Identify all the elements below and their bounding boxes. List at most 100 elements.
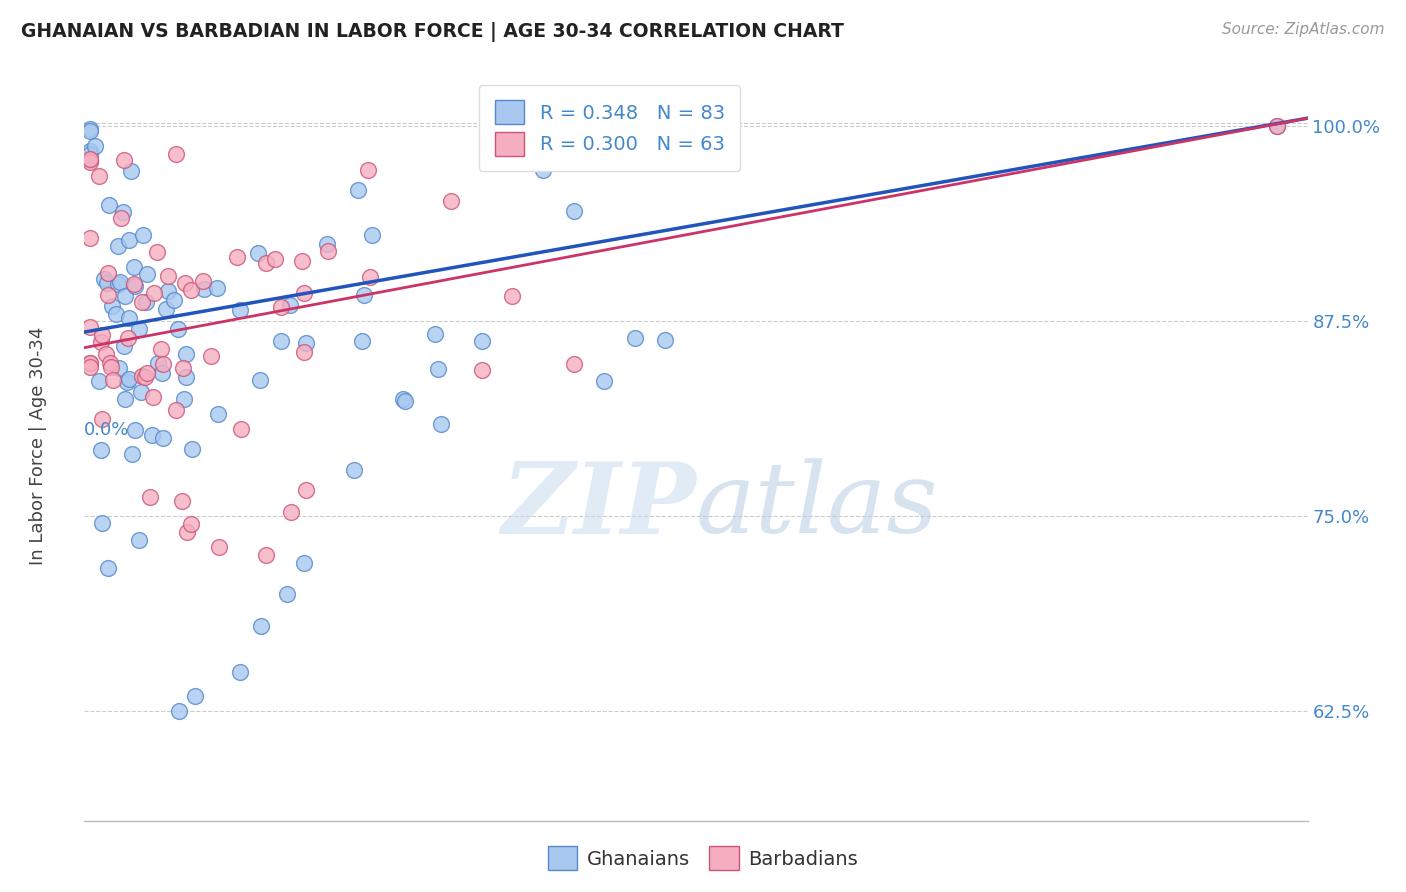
- Point: [229, 302, 252, 317]
- Point: [117, 233, 139, 247]
- Point: [278, 298, 301, 312]
- Point: [172, 360, 194, 375]
- Point: [79, 144, 101, 158]
- Point: [562, 357, 585, 371]
- Point: [471, 363, 494, 377]
- Point: [247, 246, 270, 260]
- Point: [316, 244, 339, 258]
- Point: [254, 548, 277, 562]
- Point: [359, 269, 381, 284]
- Point: [112, 153, 135, 168]
- Point: [173, 392, 195, 406]
- Point: [654, 333, 676, 347]
- Point: [135, 294, 157, 309]
- Point: [149, 342, 172, 356]
- Point: [165, 147, 187, 161]
- Point: [79, 153, 101, 167]
- Point: [352, 334, 374, 348]
- Point: [176, 524, 198, 539]
- Point: [172, 493, 194, 508]
- Point: [152, 431, 174, 445]
- Point: [562, 203, 585, 218]
- Point: [79, 360, 101, 375]
- Point: [107, 361, 129, 376]
- Point: [291, 254, 314, 268]
- Point: [295, 483, 318, 498]
- Point: [117, 310, 139, 325]
- Point: [193, 282, 215, 296]
- Point: [120, 163, 142, 178]
- Point: [394, 393, 416, 408]
- Point: [101, 373, 124, 387]
- Point: [429, 417, 451, 431]
- Point: [180, 442, 202, 456]
- Text: GHANAIAN VS BARBADIAN IN LABOR FORCE | AGE 30-34 CORRELATION CHART: GHANAIAN VS BARBADIAN IN LABOR FORCE | A…: [21, 22, 844, 42]
- Point: [184, 689, 207, 703]
- Point: [97, 561, 120, 575]
- Point: [107, 277, 129, 291]
- Point: [471, 334, 494, 349]
- Point: [121, 447, 143, 461]
- Point: [97, 266, 120, 280]
- Point: [392, 392, 415, 406]
- Point: [142, 390, 165, 404]
- Point: [208, 541, 231, 555]
- Point: [135, 268, 157, 282]
- Legend: Ghanaians, Barbadians: Ghanaians, Barbadians: [540, 838, 866, 878]
- Point: [108, 275, 131, 289]
- Point: [155, 302, 177, 317]
- Point: [117, 331, 139, 345]
- Point: [128, 322, 150, 336]
- Point: [226, 250, 249, 264]
- Point: [89, 169, 111, 183]
- Point: [292, 345, 315, 359]
- Point: [100, 360, 122, 375]
- Point: [114, 289, 136, 303]
- Point: [90, 334, 112, 349]
- Point: [263, 252, 285, 267]
- Point: [115, 376, 138, 390]
- Point: [1265, 119, 1288, 133]
- Point: [426, 362, 449, 376]
- Point: [157, 268, 180, 283]
- Point: [79, 124, 101, 138]
- Point: [112, 338, 135, 352]
- Point: [174, 370, 197, 384]
- Text: atlas: atlas: [696, 458, 939, 554]
- Point: [207, 407, 229, 421]
- Point: [79, 147, 101, 161]
- Point: [1265, 119, 1288, 133]
- Point: [315, 236, 337, 251]
- Point: [357, 162, 380, 177]
- Point: [148, 356, 170, 370]
- Point: [256, 256, 278, 270]
- Text: In Labor Force | Age 30-34: In Labor Force | Age 30-34: [30, 326, 46, 566]
- Point: [145, 245, 167, 260]
- Point: [207, 281, 229, 295]
- Point: [173, 276, 195, 290]
- Point: [79, 356, 101, 370]
- Point: [141, 428, 163, 442]
- Point: [180, 283, 202, 297]
- Point: [132, 228, 155, 243]
- Point: [294, 556, 316, 570]
- Point: [105, 307, 128, 321]
- Point: [97, 288, 120, 302]
- Point: [136, 367, 159, 381]
- Point: [79, 155, 101, 169]
- Point: [193, 274, 215, 288]
- Point: [361, 228, 384, 243]
- Point: [118, 372, 141, 386]
- Point: [114, 392, 136, 406]
- Point: [87, 374, 110, 388]
- Point: [143, 285, 166, 300]
- Point: [79, 121, 101, 136]
- Point: [180, 516, 202, 531]
- Point: [79, 152, 101, 166]
- Point: [129, 384, 152, 399]
- Point: [593, 374, 616, 388]
- Point: [131, 294, 153, 309]
- Point: [91, 516, 114, 530]
- Text: ZIP: ZIP: [501, 458, 696, 554]
- Point: [94, 347, 117, 361]
